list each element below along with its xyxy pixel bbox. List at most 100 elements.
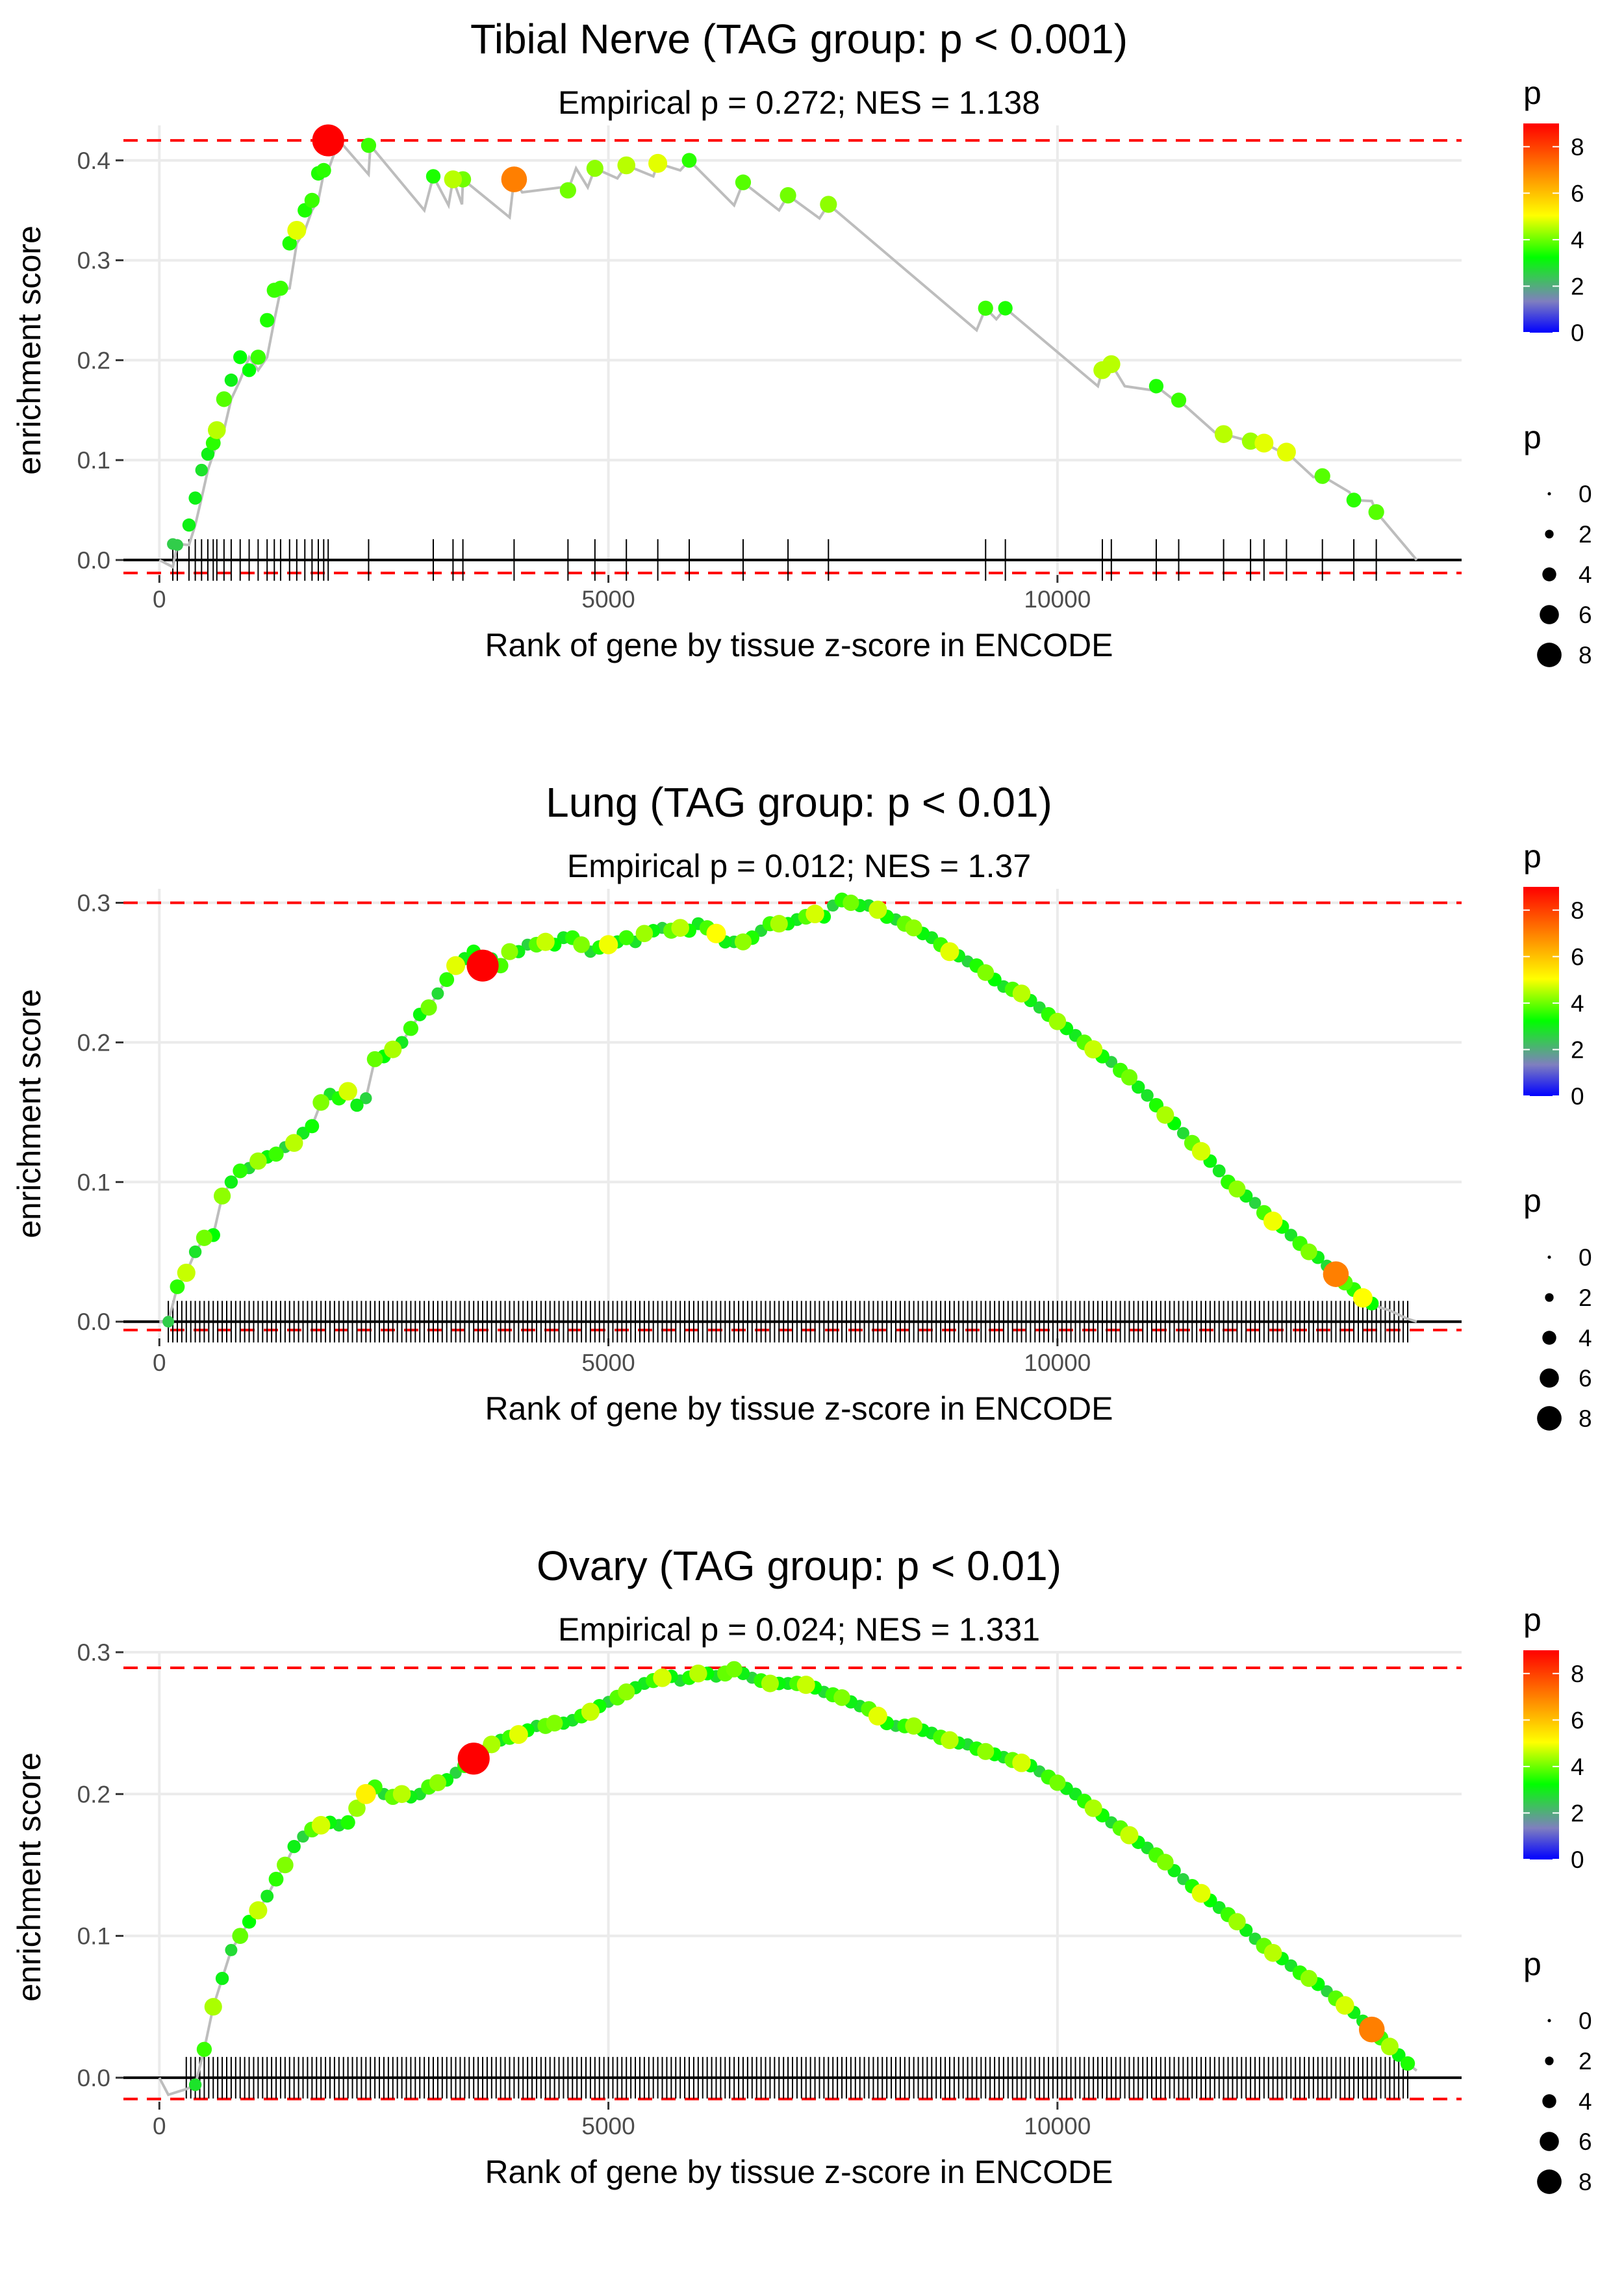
data-point — [843, 894, 859, 912]
data-point — [355, 1783, 376, 1804]
color-legend: p 8 6 4 2 0 — [1523, 838, 1584, 1110]
panel-3: Ovary (TAG group: p < 0.01) Empirical p =… — [11, 1542, 1592, 2195]
size-legend-key — [1547, 1255, 1551, 1259]
data-point — [348, 1799, 366, 1817]
y-tick-label: 0.0 — [77, 2065, 110, 2091]
color-legend: p 8 6 4 2 0 — [1523, 1602, 1584, 1873]
y-tick-label: 0.3 — [77, 248, 110, 274]
data-point — [1380, 2038, 1399, 2056]
x-tick-label: 0 — [153, 1349, 166, 1376]
y-tick-label: 0.1 — [77, 1923, 110, 1950]
size-legend-label: 6 — [1579, 602, 1592, 628]
data-point — [977, 964, 995, 981]
data-point — [1191, 1884, 1211, 1903]
size-legend-key — [1537, 2169, 1562, 2194]
size-legend-title: p — [1523, 1946, 1542, 1982]
data-point — [420, 999, 437, 1016]
data-point — [618, 1683, 635, 1701]
data-point — [171, 539, 183, 551]
data-point — [360, 1092, 372, 1105]
data-point — [1132, 1080, 1145, 1094]
y-tick-label: 0.3 — [77, 1639, 110, 1666]
data-point — [573, 936, 590, 953]
data-point — [1228, 1180, 1246, 1198]
x-tick-label: 10000 — [1024, 586, 1091, 613]
data-point — [1212, 1164, 1226, 1178]
size-legend-label: 4 — [1579, 1325, 1592, 1351]
size-legend-key — [1545, 530, 1554, 539]
data-point — [287, 1839, 301, 1854]
data-point — [249, 1901, 268, 1920]
data-point — [1241, 432, 1260, 450]
data-point — [648, 153, 668, 173]
color-bar — [1523, 123, 1559, 333]
data-point — [483, 1735, 501, 1754]
data-point — [196, 1229, 213, 1246]
data-point — [1012, 1753, 1031, 1772]
data-point — [273, 281, 288, 296]
data-point — [207, 421, 226, 439]
y-axis-label: enrichment score — [11, 989, 47, 1238]
data-point — [978, 300, 993, 316]
color-legend-label: 6 — [1571, 943, 1584, 970]
data-point — [224, 1175, 238, 1189]
y-axis: 0.0 0.1 0.2 0.3 0.4 — [77, 147, 123, 574]
data-point — [457, 1743, 490, 1775]
data-point — [311, 1816, 331, 1835]
data-point — [559, 182, 576, 199]
size-legend-label: 8 — [1579, 1405, 1592, 1432]
color-legend-label: 0 — [1571, 320, 1584, 346]
y-tick-label: 0.0 — [77, 547, 110, 574]
data-point — [268, 1146, 284, 1162]
data-point — [287, 220, 307, 240]
data-point — [340, 1815, 355, 1830]
size-legend-label: 6 — [1579, 1365, 1592, 1392]
data-point — [304, 192, 320, 208]
data-point — [188, 491, 202, 505]
chart-title: Lung (TAG group: p < 0.01) — [546, 779, 1052, 826]
size-legend-label: 4 — [1579, 561, 1592, 588]
data-point — [536, 932, 555, 951]
panel-2: Lung (TAG group: p < 0.01) Empirical p = … — [11, 779, 1592, 1432]
size-legend-key — [1547, 492, 1551, 496]
data-point — [366, 1051, 383, 1067]
data-point — [998, 301, 1013, 316]
data-point — [1346, 492, 1362, 508]
data-point — [1084, 1799, 1102, 1817]
data-point — [446, 956, 466, 975]
data-point — [1141, 1089, 1154, 1102]
color-legend-label: 8 — [1571, 134, 1584, 160]
data-point — [1102, 355, 1121, 374]
data-point — [196, 2041, 212, 2057]
data-point — [338, 1082, 357, 1101]
data-point — [224, 373, 238, 387]
data-point — [509, 1725, 528, 1744]
data-point — [618, 930, 634, 945]
data-point — [833, 1689, 850, 1706]
data-point — [188, 1246, 202, 1258]
data-point — [586, 160, 603, 177]
points — [188, 1661, 1415, 2091]
data-point — [305, 1119, 320, 1134]
data-point — [466, 949, 499, 982]
data-point — [242, 1915, 257, 1929]
data-point — [182, 518, 196, 532]
size-legend-key — [1545, 2056, 1554, 2065]
data-point — [653, 1668, 672, 1687]
y-axis: 0.0 0.1 0.2 0.3 — [77, 1639, 123, 2091]
data-point — [1171, 392, 1187, 408]
data-point — [869, 901, 887, 919]
data-point — [1084, 1040, 1103, 1059]
data-point — [201, 447, 215, 461]
data-point — [392, 1785, 411, 1804]
data-point — [431, 987, 444, 1000]
x-tick-label: 10000 — [1024, 2113, 1091, 2140]
data-point — [214, 1187, 231, 1205]
size-legend-label: 0 — [1579, 2008, 1592, 2034]
data-point — [1335, 1996, 1354, 2015]
color-legend-label: 0 — [1571, 1083, 1584, 1110]
data-point — [726, 1661, 742, 1678]
data-point — [905, 1717, 922, 1735]
data-point — [1048, 1012, 1067, 1030]
